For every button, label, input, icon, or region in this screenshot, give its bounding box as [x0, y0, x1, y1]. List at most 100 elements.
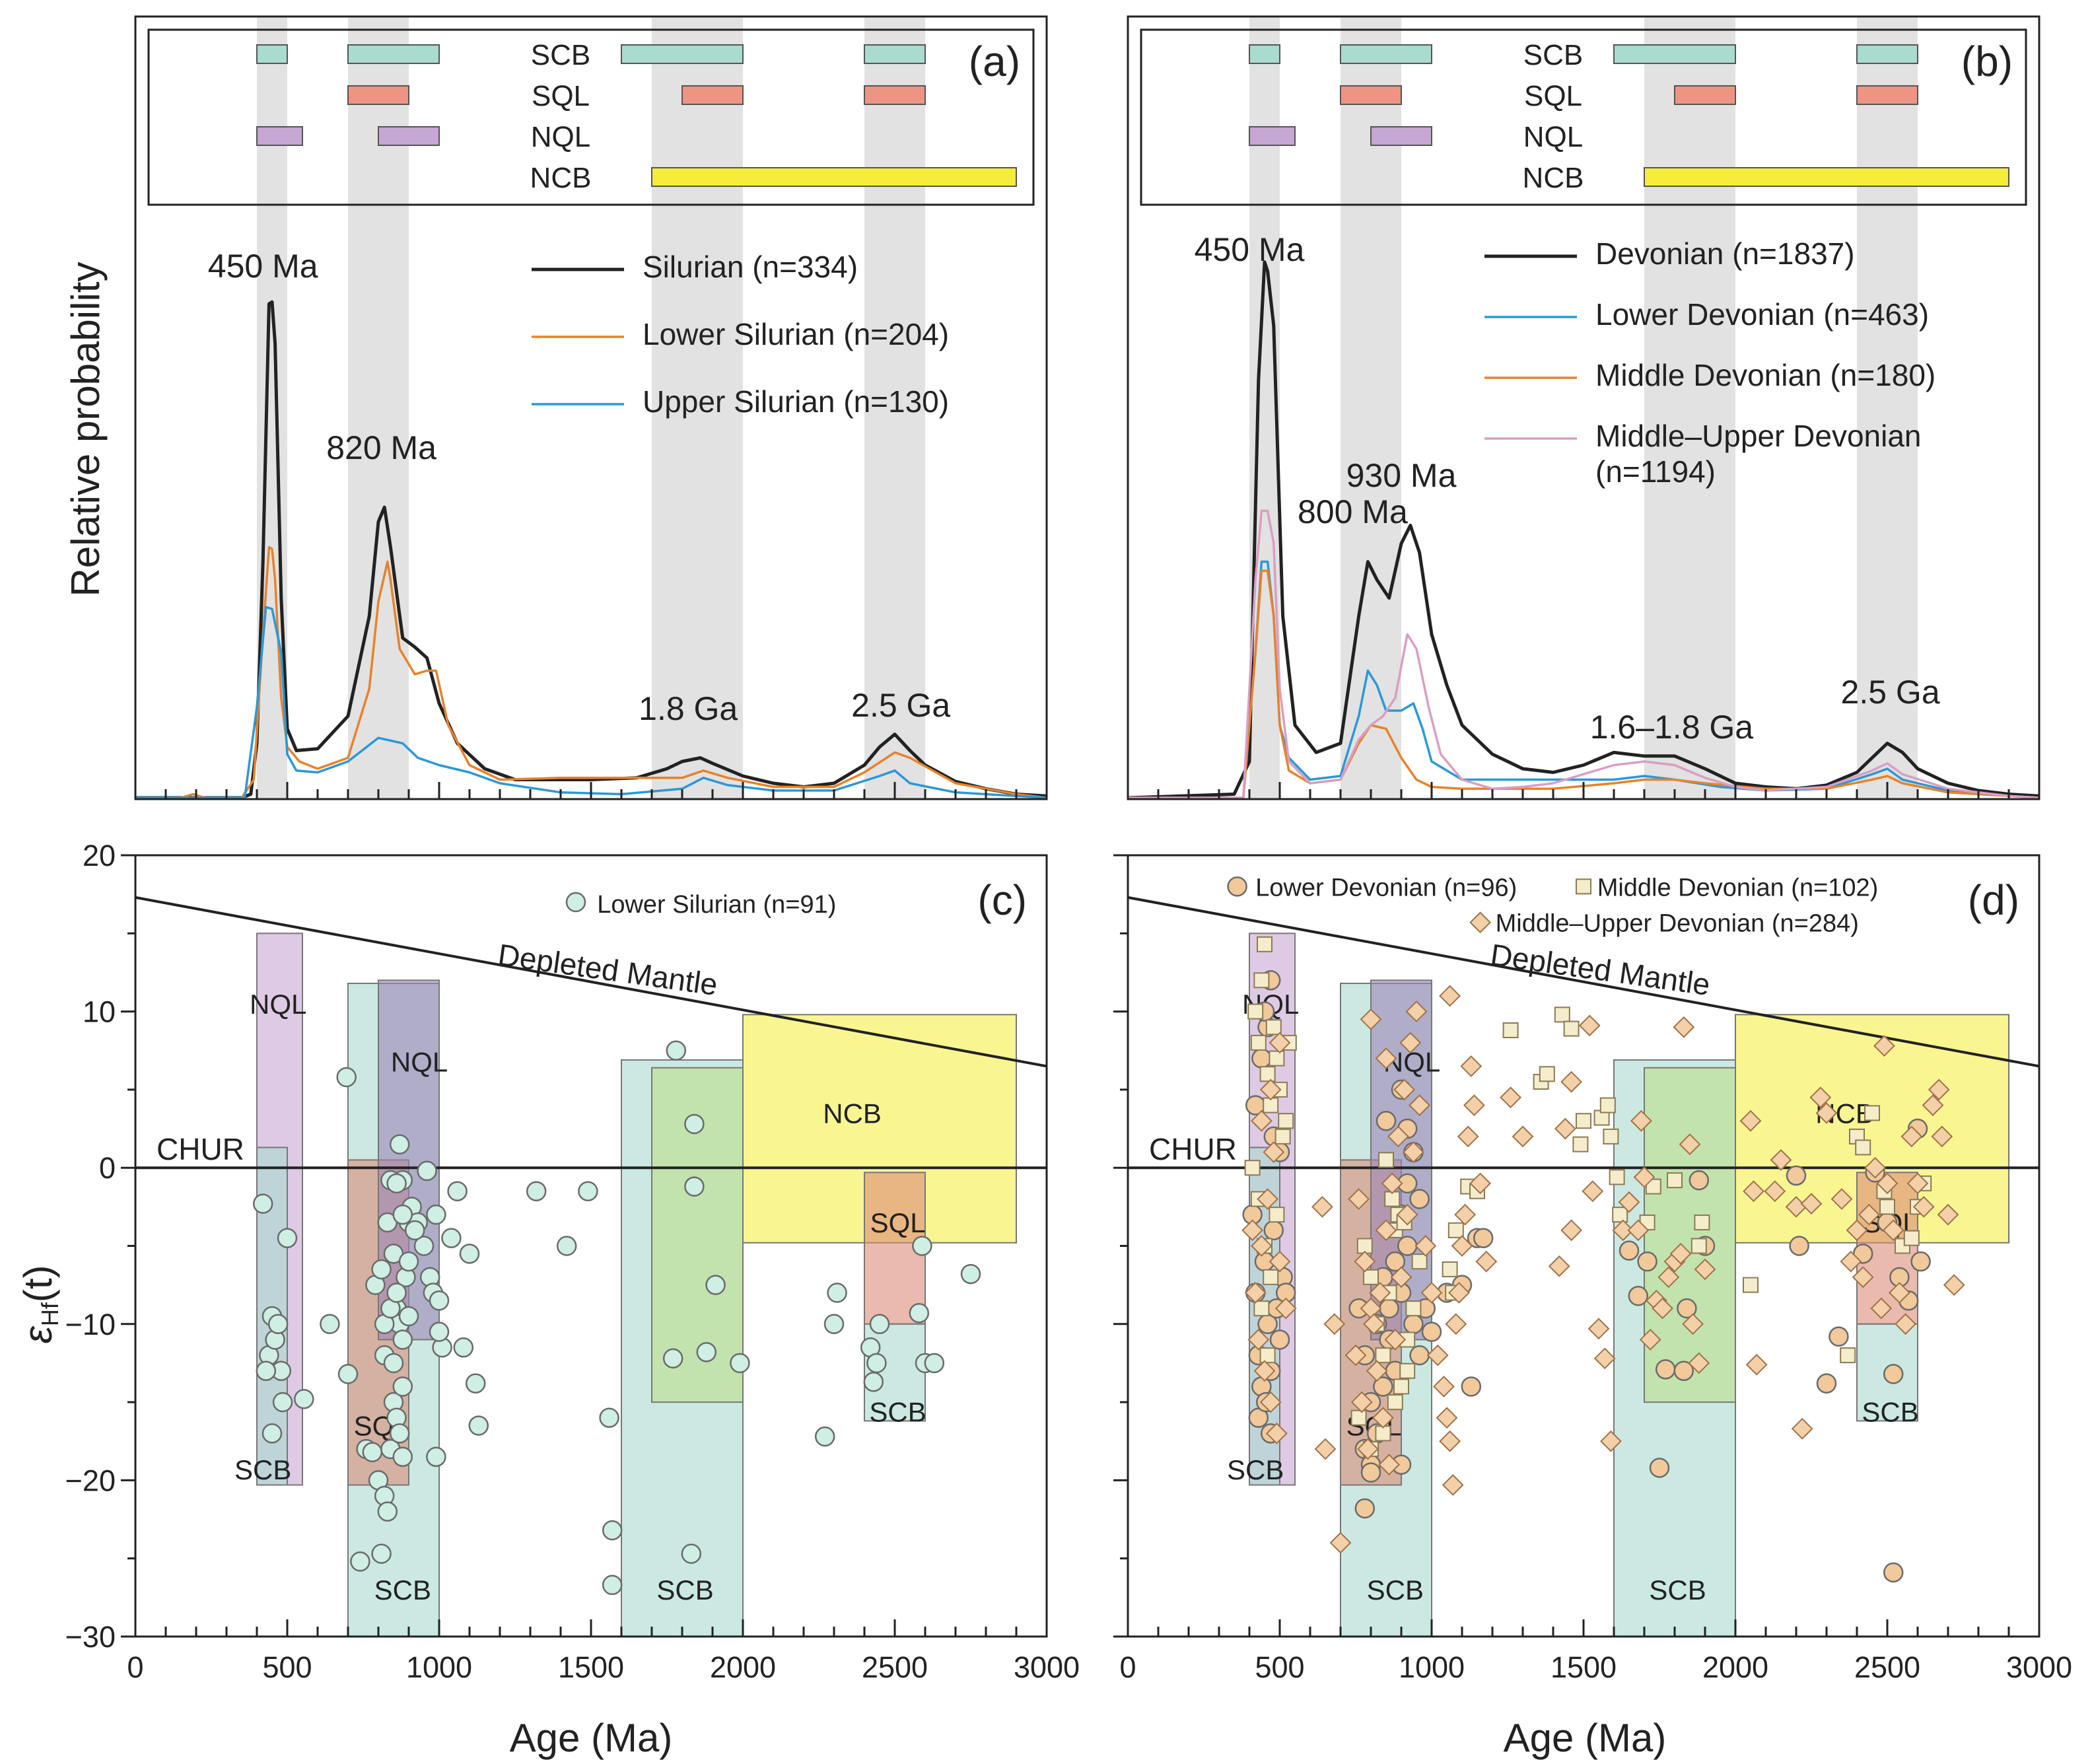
x-tick-label-0: 0 — [1119, 1650, 1136, 1684]
data-point-circle — [1403, 1314, 1424, 1335]
y-axis-title-relative-probability: Relative probability — [63, 262, 108, 597]
block-label-scb: SCB — [1227, 1454, 1284, 1485]
data-point-circle — [1637, 1251, 1657, 1272]
data-point — [823, 1314, 845, 1335]
series-line-2 — [135, 606, 1047, 799]
data-point-diamond — [1673, 1016, 1695, 1038]
data-point-square — [1405, 1300, 1422, 1317]
chur-label: CHUR — [1149, 1132, 1237, 1166]
age-bar-sql — [1674, 85, 1736, 105]
data-point-diamond — [1864, 1156, 1887, 1179]
panel-b: SCB SQL NQL NCB (b) Devonian (n=1837) Lower De… — [1127, 15, 2040, 800]
age-bar-scb — [1856, 44, 1918, 64]
data-point-diamond — [1387, 1125, 1409, 1148]
data-point — [386, 1283, 407, 1303]
data-point-diamond — [1679, 1133, 1701, 1156]
data-point-circle — [1655, 1359, 1676, 1380]
gray-age-band — [864, 17, 925, 799]
data-point — [389, 1423, 410, 1444]
x-tick-label-1500: 1500 — [558, 1650, 624, 1684]
data-point — [392, 1376, 413, 1397]
panel-letter: (d) — [1968, 876, 2019, 924]
block-label-scb: SCB — [374, 1574, 431, 1605]
peak-label-930: 930 Ma — [1346, 457, 1457, 494]
peak-label-450: 450 Ma — [1195, 231, 1305, 268]
data-point — [924, 1353, 945, 1374]
data-point-diamond — [1350, 1391, 1373, 1413]
data-point-diamond — [1652, 1297, 1674, 1320]
data-point-square — [1363, 1269, 1379, 1285]
data-point-diamond — [1764, 1180, 1786, 1203]
data-point-diamond — [1241, 1219, 1264, 1242]
data-point-diamond — [1442, 1474, 1464, 1496]
gray-age-band — [1644, 17, 1735, 799]
data-point-circle — [1376, 1110, 1397, 1131]
data-point-circle — [1619, 1240, 1640, 1261]
data-point-diamond — [1257, 1188, 1279, 1210]
data-point — [909, 1302, 930, 1323]
data-point-square — [1274, 1128, 1291, 1145]
panel-c: 20 10 0 −10 −20 −30 0 500 1000 1500 2000 2500 3000 NQ… — [65, 839, 1080, 1684]
data-point-diamond — [1414, 1235, 1437, 1257]
data-point-square — [1879, 1199, 1895, 1215]
data-point-square — [1378, 1152, 1394, 1168]
data-point-diamond — [1457, 1125, 1479, 1148]
data-point-square — [1694, 1215, 1710, 1231]
data-point — [681, 1543, 702, 1564]
data-point-circle — [1789, 1236, 1809, 1256]
data-point-diamond — [1372, 1407, 1394, 1429]
x-tick-label-500: 500 — [1255, 1650, 1304, 1684]
data-point-diamond — [1269, 1250, 1291, 1273]
x-tick-label-2000: 2000 — [1702, 1650, 1768, 1684]
data-point-diamond — [1669, 1242, 1692, 1265]
data-point-diamond — [1770, 1148, 1792, 1171]
data-point-diamond — [1639, 1329, 1661, 1351]
data-point-diamond — [1375, 1219, 1397, 1242]
data-point-diamond — [1354, 1250, 1376, 1273]
data-point-diamond — [1369, 1282, 1391, 1304]
block-label-nql: NQL — [250, 989, 306, 1020]
data-point — [320, 1314, 340, 1335]
data-point — [272, 1392, 293, 1413]
data-point — [441, 1228, 462, 1248]
data-point-square — [1502, 1022, 1519, 1038]
peak-label-2500: 2.5 Ga — [851, 687, 950, 724]
data-point-square — [1612, 1207, 1628, 1223]
data-point-diamond — [1858, 1203, 1880, 1226]
peak-label-450: 450 Ma — [208, 248, 318, 285]
data-point-circle — [1373, 1376, 1393, 1397]
data-point-diamond — [1922, 1094, 1944, 1116]
data-point — [556, 1236, 577, 1256]
data-point-square — [1554, 1006, 1570, 1023]
age-bar-label-ncb: NCB — [1523, 162, 1584, 194]
data-point — [386, 1173, 407, 1194]
data-point-square — [1855, 1139, 1871, 1156]
legend-label-1: Lower Devonian (n=463) — [1595, 297, 1929, 332]
data-point — [426, 1446, 446, 1467]
data-point — [429, 1322, 450, 1342]
legend-label-0: Silurian (n=334) — [643, 250, 858, 284]
x-axis-title-right: Age (Ma) — [1504, 1716, 1667, 1760]
data-point-square — [1576, 1113, 1591, 1129]
data-point-circle — [1269, 1329, 1290, 1350]
province-block-sql — [864, 1172, 926, 1325]
series-line-0 — [1127, 260, 2040, 800]
data-point — [459, 1244, 480, 1264]
data-point-circle — [1673, 1360, 1694, 1382]
series-line-3 — [1128, 509, 2040, 799]
data-point-circle — [1883, 1562, 1904, 1583]
legend-label-3-count: (n=1194) — [1595, 454, 1716, 489]
data-point-diamond — [1269, 1032, 1291, 1054]
data-point-diamond — [1840, 1250, 1862, 1273]
data-point-square — [1375, 1347, 1391, 1364]
data-point-diamond — [1512, 1125, 1534, 1148]
data-point-diamond — [1344, 1344, 1367, 1366]
data-point-diamond — [1384, 1329, 1407, 1351]
data-point-diamond — [1809, 1086, 1832, 1109]
x-tick-label-1500: 1500 — [1551, 1650, 1617, 1684]
data-point-diamond — [1582, 1180, 1604, 1203]
age-bar-nql — [1249, 126, 1296, 146]
data-point-diamond — [1348, 1188, 1370, 1210]
data-point — [267, 1314, 289, 1335]
